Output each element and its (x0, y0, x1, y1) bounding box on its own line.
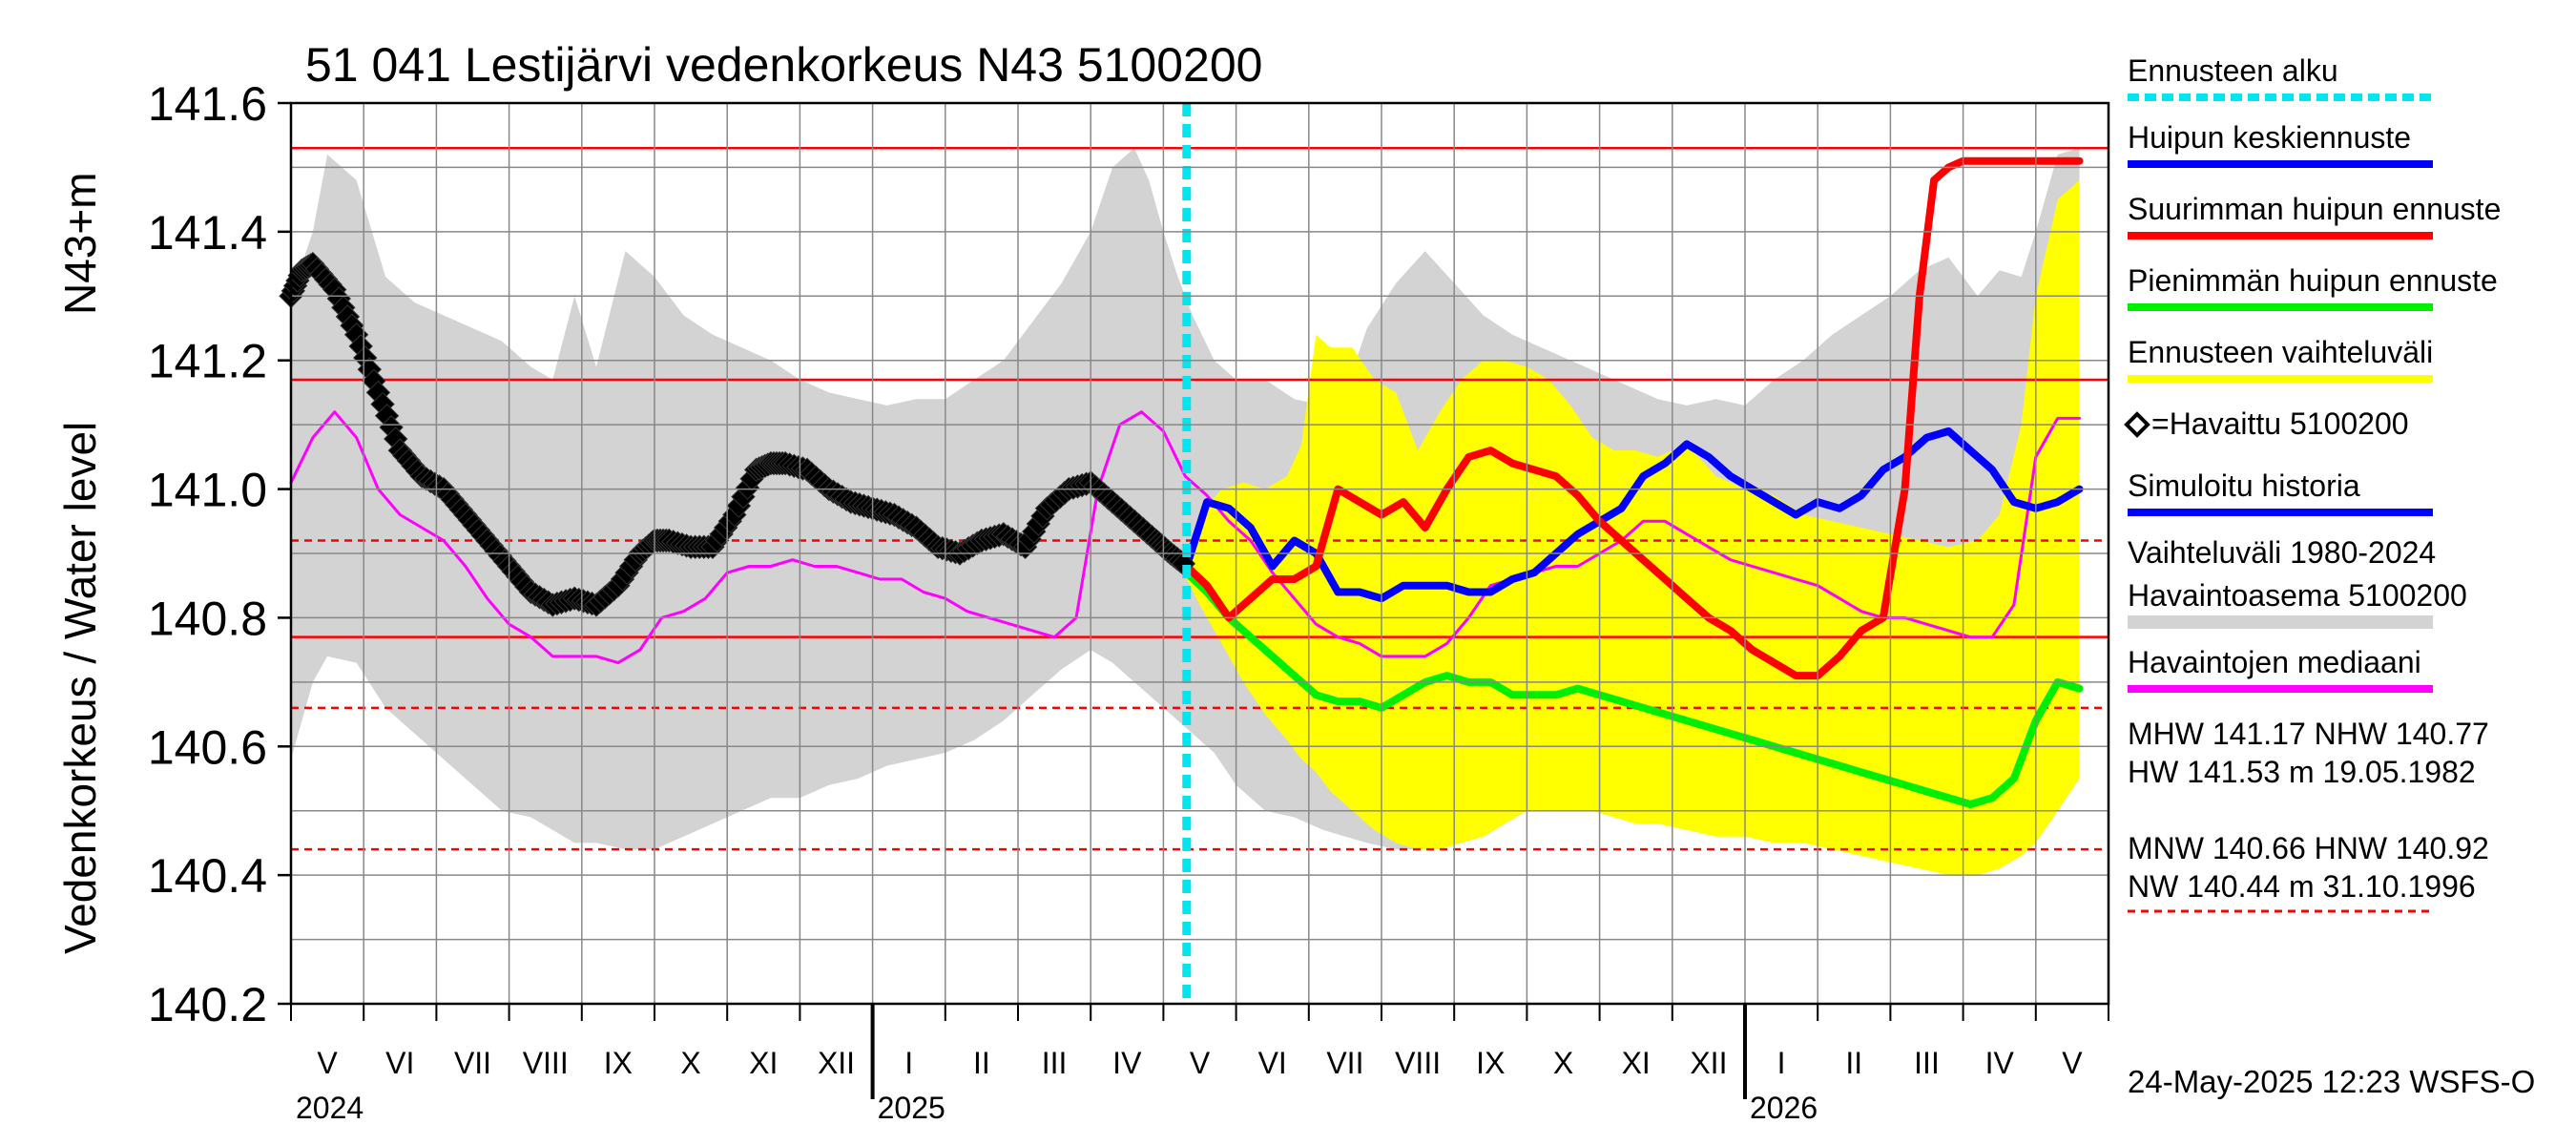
year-label: 2026 (1750, 1091, 1818, 1125)
legend-label: Pienimmän huipun ennuste (2128, 263, 2498, 298)
stats-line-2: HW 141.53 m 19.05.1982 (2128, 755, 2476, 789)
month-label: VII (454, 1046, 491, 1080)
legend-label: Vaihteluväli 1980-2024 (2128, 535, 2436, 570)
y-tick-label: 141.2 (148, 335, 267, 388)
year-label: 2024 (296, 1091, 364, 1125)
month-label: II (973, 1046, 990, 1080)
month-label: III (1042, 1046, 1068, 1080)
legend-label: Simuloitu historia (2128, 468, 2360, 503)
mean-peak-forecast-line (1182, 427, 2084, 603)
month-label: XII (818, 1046, 855, 1080)
month-label: XI (1622, 1046, 1651, 1080)
year-label: 2025 (878, 1091, 945, 1125)
month-label: VIII (523, 1046, 569, 1080)
month-label: VI (385, 1046, 414, 1080)
month-label: VII (1326, 1046, 1363, 1080)
max-peak-forecast-line (1182, 156, 2084, 680)
month-label: V (1190, 1046, 1211, 1080)
month-label: XI (749, 1046, 778, 1080)
forecast-range-band (1186, 179, 2080, 876)
legend-label: =Havaittu 5100200 (2151, 406, 2409, 441)
y-axis-label: Vedenkorkeus / Water level (55, 422, 105, 954)
legend-label: Ennusteen alku (2128, 53, 2338, 88)
min-peak-forecast-line (1182, 569, 2084, 808)
y-tick-label: 140.6 (148, 720, 267, 774)
observed-median-line (289, 410, 2081, 665)
month-label: V (317, 1046, 338, 1080)
month-label: I (904, 1046, 913, 1080)
stats-line-3: MNW 140.66 HNW 140.92 (2128, 831, 2489, 865)
y-tick-label: 140.2 (148, 978, 267, 1031)
y-axis-unit: N43+m (55, 172, 105, 315)
month-label: X (680, 1046, 700, 1080)
month-label: VI (1258, 1046, 1287, 1080)
timestamp: 24-May-2025 12:23 WSFS-O (2128, 1064, 2535, 1099)
month-label: XII (1690, 1046, 1727, 1080)
y-tick-label: 141.4 (148, 206, 267, 260)
y-tick-label: 141.0 (148, 464, 267, 517)
legend-observed-marker (2124, 411, 2150, 438)
legend-label: Suurimman huipun ennuste (2128, 192, 2501, 226)
month-label: IV (1985, 1046, 2015, 1080)
stats-line-1: MHW 141.17 NHW 140.77 (2128, 717, 2489, 751)
y-tick-label: 140.4 (148, 849, 267, 903)
month-label: X (1553, 1046, 1573, 1080)
month-label: III (1914, 1046, 1940, 1080)
y-tick-label: 141.6 (148, 77, 267, 131)
legend-label: Ennusteen vaihteluväli (2128, 335, 2433, 369)
month-label: II (1845, 1046, 1862, 1080)
stats-line-4: NW 140.44 m 31.10.1996 (2128, 869, 2476, 904)
month-label: V (2062, 1046, 2083, 1080)
month-label: IX (604, 1046, 633, 1080)
legend-label: Huipun keskiennuste (2128, 120, 2411, 155)
plot-frame (289, 101, 2110, 1006)
month-label: VIII (1395, 1046, 1441, 1080)
chart-title: 51 041 Lestijärvi vedenkorkeus N43 51002… (305, 38, 1262, 92)
y-tick-label: 140.8 (148, 592, 267, 645)
month-label: I (1777, 1046, 1786, 1080)
month-label: IX (1476, 1046, 1505, 1080)
month-label: IV (1112, 1046, 1142, 1080)
legend-label: Havaintoasema 5100200 (2128, 578, 2467, 613)
legend-label: Havaintojen mediaani (2128, 645, 2421, 679)
